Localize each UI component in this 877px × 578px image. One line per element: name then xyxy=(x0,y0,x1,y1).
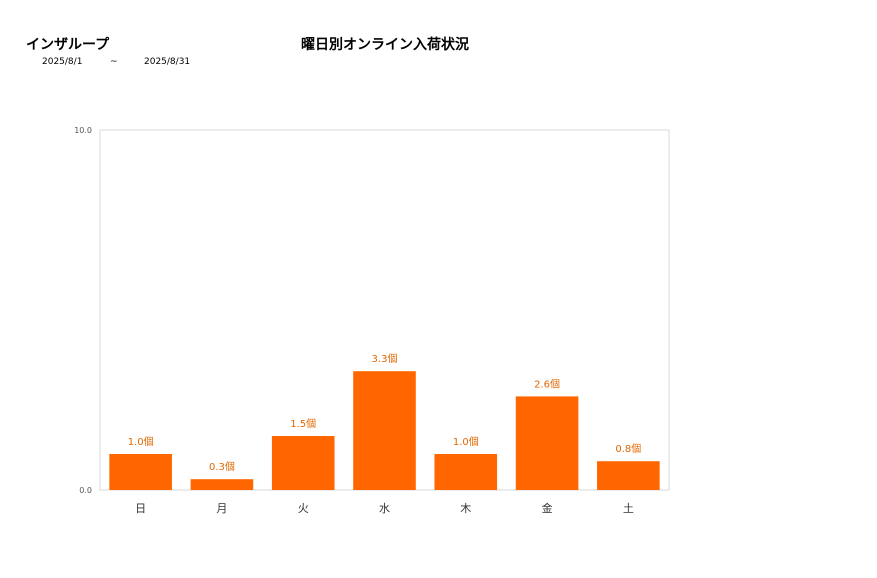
x-tick-label: 水 xyxy=(379,502,390,515)
x-tick-label: 月 xyxy=(216,502,227,515)
data-label: 0.3個 xyxy=(209,460,235,473)
bar xyxy=(271,436,335,490)
y-tick-label: 0.0 xyxy=(79,486,92,495)
data-label: 1.5個 xyxy=(290,417,316,430)
bar xyxy=(109,454,172,490)
y-tick-label: 10.0 xyxy=(74,126,92,135)
x-tick-label: 土 xyxy=(623,502,634,515)
date-to: 2025/8/31 xyxy=(144,57,191,67)
data-label: 3.3個 xyxy=(372,352,398,365)
x-tick-label: 火 xyxy=(298,502,309,515)
data-label: 1.0個 xyxy=(453,435,479,448)
date-separator: ~ xyxy=(110,57,118,67)
bar xyxy=(190,479,254,490)
x-tick-label: 木 xyxy=(460,502,471,515)
x-tick-label: 金 xyxy=(542,501,553,515)
data-label: 0.8個 xyxy=(615,442,641,455)
chart-title: 曜日別オンライン入荷状況 xyxy=(301,37,469,53)
data-label: 2.6個 xyxy=(534,377,560,390)
date-from: 2025/8/1 xyxy=(42,57,83,67)
brand-name: インザループ xyxy=(26,37,110,53)
data-label: 1.0個 xyxy=(128,435,154,448)
x-tick-label: 日 xyxy=(135,502,146,515)
bar xyxy=(597,461,660,490)
bar xyxy=(353,371,416,490)
bar xyxy=(434,454,498,490)
bar xyxy=(515,396,579,490)
